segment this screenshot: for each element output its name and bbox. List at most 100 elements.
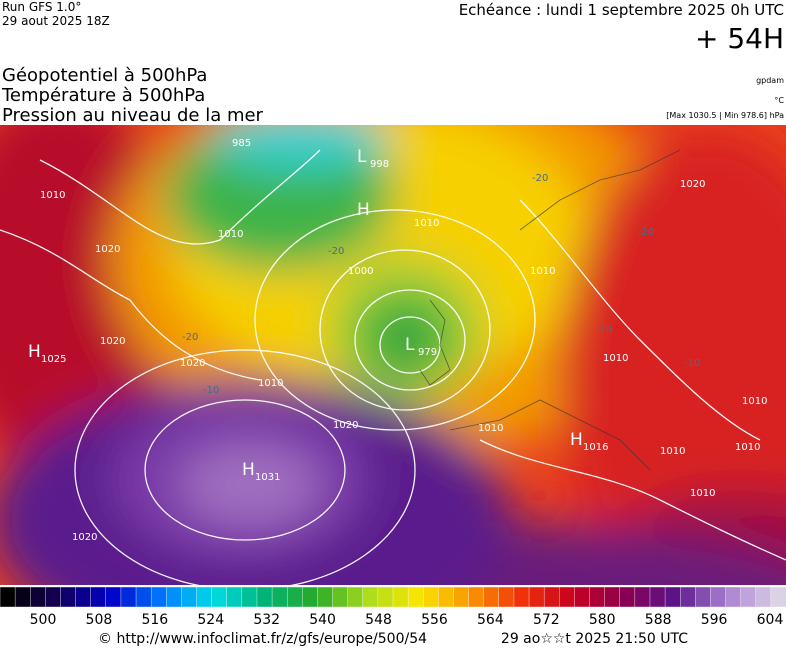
isobar-label: 1010	[218, 229, 243, 240]
colorbar-swatch	[619, 586, 636, 608]
colorbar-label: 532	[253, 612, 280, 628]
colorbar-swatch	[362, 586, 379, 608]
unit-label: °C	[774, 96, 784, 105]
isobar-label: 1000	[348, 266, 373, 277]
colorbar-swatch	[14, 586, 31, 608]
temperature-label: -10	[684, 358, 700, 369]
colorbar-swatch	[543, 586, 560, 608]
colorbar-label: 540	[309, 612, 336, 628]
colorbar-label: 580	[589, 612, 616, 628]
colorbar-swatch	[105, 586, 122, 608]
colorbar-swatch	[392, 586, 409, 608]
colorbar-swatch	[286, 586, 304, 608]
unit-label: gpdam	[756, 76, 784, 85]
colorbar-swatch	[196, 586, 213, 608]
isobar-label: 1010	[603, 353, 628, 364]
colorbar-swatch	[90, 586, 107, 608]
colorbar-swatch	[181, 586, 198, 608]
center-pressure: 979	[418, 347, 437, 358]
colorbar-swatch	[407, 586, 424, 608]
temperature-label: -10	[203, 385, 219, 396]
run-date: 29 aout 2025 18Z	[2, 14, 110, 28]
temperature-label: -20	[638, 227, 654, 238]
center-pressure: 998	[370, 159, 389, 170]
unit-label: [Max 1030.5 | Min 978.6] hPa	[666, 111, 784, 120]
isobar-label: 1010	[530, 266, 555, 277]
colorbar-swatch	[710, 586, 727, 608]
colorbar-swatch	[604, 586, 621, 608]
colorbar-label: 572	[533, 612, 560, 628]
isobar-label: 1010	[742, 396, 767, 407]
isobar-label: 1020	[100, 336, 125, 347]
colorbar-label: 588	[645, 612, 672, 628]
temperature-label: -10	[596, 324, 612, 335]
isobar-label: 1010	[478, 423, 503, 434]
colorbar-swatch	[679, 586, 697, 608]
center-letter: L	[405, 335, 415, 355]
colorbar-swatch	[574, 586, 591, 608]
colorbar-swatch	[513, 586, 530, 608]
colorbar-swatch	[30, 586, 47, 608]
colorbar-label: 564	[477, 612, 504, 628]
colorbar-label: 556	[421, 612, 448, 628]
colorbar-swatch	[150, 586, 167, 608]
isobar-label: 1010	[690, 488, 715, 499]
center-letter: L	[357, 147, 367, 167]
run-label: Run GFS 1.0°	[2, 0, 81, 14]
lead-time: + 54H	[695, 22, 784, 55]
colorbar-label: 508	[86, 612, 113, 628]
isobar-label: 1020	[72, 532, 97, 543]
colorbar-swatch	[664, 586, 681, 608]
center-pressure: 1031	[255, 472, 280, 483]
colorbar-swatch	[649, 586, 666, 608]
isobar-label: 985	[232, 138, 251, 149]
colorbar-label: 500	[30, 612, 57, 628]
temperature-label: -20	[328, 246, 344, 257]
colorbar-swatch	[483, 586, 500, 608]
colorbar-swatch	[271, 586, 288, 608]
colorbar-swatch	[317, 586, 334, 608]
center-pressure: 1016	[583, 442, 608, 453]
valid-time: Echéance : lundi 1 septembre 2025 0h UTC	[459, 1, 784, 19]
generated-time: 29 ao☆☆t 2025 21:50 UTC	[501, 631, 688, 647]
isobar-label: 1010	[660, 446, 685, 457]
center-letter: H	[357, 200, 370, 220]
isobar-label: 1010	[414, 218, 439, 229]
colorbar-swatch	[75, 586, 92, 608]
colorbar-label: 548	[365, 612, 392, 628]
colorbar-swatch	[770, 586, 786, 608]
colorbar-swatch	[302, 586, 319, 608]
center-letter: H	[242, 460, 255, 480]
title-line: Géopotentiel à 500hPa	[2, 65, 207, 86]
center-pressure: 1025	[41, 354, 66, 365]
isobar-label: 1010	[258, 378, 283, 389]
colorbar-swatch	[634, 586, 651, 608]
colorbar-swatch	[226, 586, 243, 608]
title-line: Pression au niveau de la mer	[2, 105, 264, 126]
isobar-label: 1020	[180, 358, 205, 369]
temperature-label: -20	[532, 173, 548, 184]
isobar-label: 1020	[680, 179, 705, 190]
colorbar-swatch	[725, 586, 742, 608]
colorbar-swatch	[740, 586, 757, 608]
colorbar-swatch	[211, 586, 228, 608]
isobar-label: 1020	[95, 244, 120, 255]
colorbar-swatch	[256, 586, 273, 608]
isobar-label: 1020	[333, 420, 358, 431]
temperature-label: -20	[182, 332, 198, 343]
colorbar-swatch	[135, 586, 152, 608]
colorbar-swatch	[453, 586, 470, 608]
colorbar-swatch	[498, 586, 515, 608]
colorbar-swatch	[60, 586, 77, 608]
colorbar-swatch	[166, 586, 183, 608]
colorbar-swatch	[589, 586, 606, 608]
colorbar-swatch	[45, 586, 62, 608]
colorbar-label: 516	[141, 612, 168, 628]
isobar-label: 1010	[40, 190, 65, 201]
colorbar-swatch	[468, 586, 485, 608]
colorbar-label: 524	[197, 612, 224, 628]
isobar-label: 1010	[735, 442, 760, 453]
